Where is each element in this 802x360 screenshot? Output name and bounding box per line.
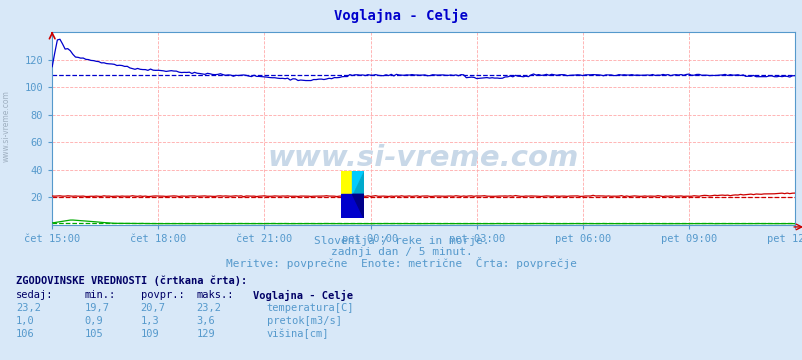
Text: 20,7: 20,7	[140, 303, 165, 313]
Text: Voglajna - Celje: Voglajna - Celje	[334, 9, 468, 23]
Bar	[341, 194, 363, 218]
Text: Voglajna - Celje: Voglajna - Celje	[253, 290, 353, 301]
Text: pretok[m3/s]: pretok[m3/s]	[266, 316, 341, 326]
Text: višina[cm]: višina[cm]	[266, 329, 329, 339]
Text: zadnji dan / 5 minut.: zadnji dan / 5 minut.	[330, 247, 472, 257]
Text: www.si-vreme.com: www.si-vreme.com	[268, 144, 578, 172]
Text: 0,9: 0,9	[84, 316, 103, 326]
Text: min.:: min.:	[84, 290, 115, 300]
Text: temperatura[C]: temperatura[C]	[266, 303, 354, 313]
Text: Slovenija / reke in morje.: Slovenija / reke in morje.	[314, 236, 488, 246]
Text: 23,2: 23,2	[16, 303, 41, 313]
Text: 23,2: 23,2	[196, 303, 221, 313]
Text: 105: 105	[84, 329, 103, 339]
Text: maks.:: maks.:	[196, 290, 234, 300]
Text: 109: 109	[140, 329, 159, 339]
Text: povpr.:: povpr.:	[140, 290, 184, 300]
Text: 106: 106	[16, 329, 34, 339]
Polygon shape	[352, 171, 363, 194]
Bar	[341, 171, 352, 194]
Text: 19,7: 19,7	[84, 303, 109, 313]
Text: sedaj:: sedaj:	[16, 290, 54, 300]
Polygon shape	[352, 171, 363, 194]
Polygon shape	[352, 194, 363, 218]
Text: 1,3: 1,3	[140, 316, 159, 326]
Text: ZGODOVINSKE VREDNOSTI (črtkana črta):: ZGODOVINSKE VREDNOSTI (črtkana črta):	[16, 275, 247, 286]
Text: www.si-vreme.com: www.si-vreme.com	[2, 90, 11, 162]
Text: Meritve: povprečne  Enote: metrične  Črta: povprečje: Meritve: povprečne Enote: metrične Črta:…	[225, 257, 577, 269]
Text: 3,6: 3,6	[196, 316, 215, 326]
Text: 1,0: 1,0	[16, 316, 34, 326]
Text: 129: 129	[196, 329, 215, 339]
